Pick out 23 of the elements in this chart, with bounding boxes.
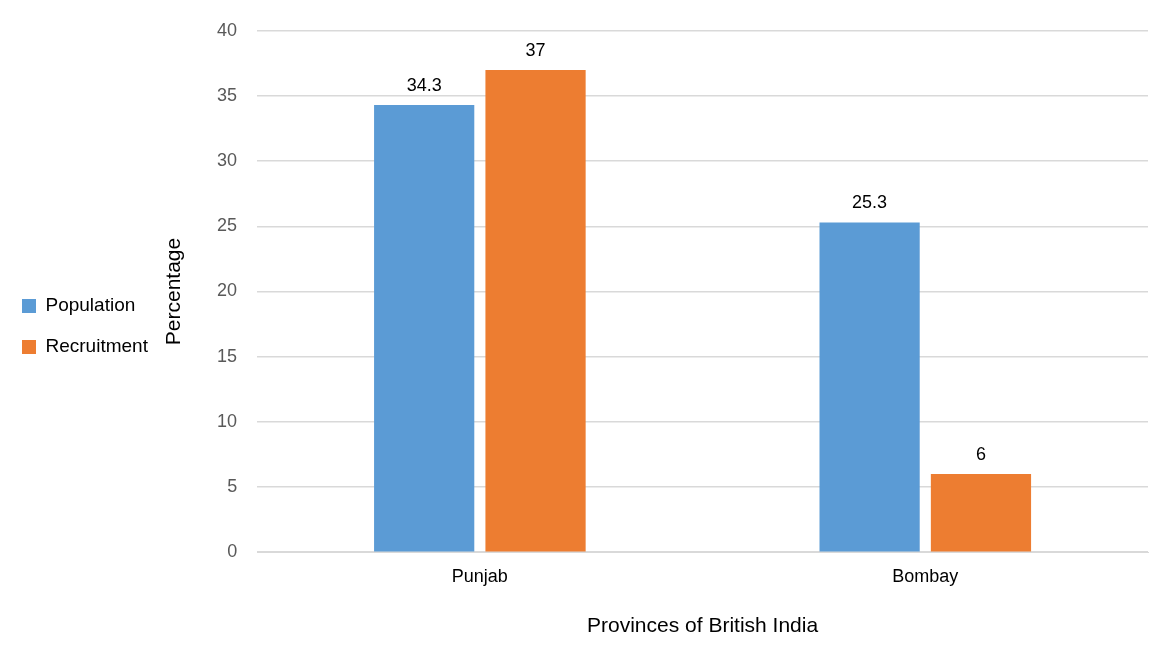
x-tick-label: Punjab [451, 565, 508, 586]
y-tick-label: 30 [217, 150, 238, 171]
bar [819, 222, 920, 552]
y-tick-label: 0 [227, 541, 238, 562]
bar [374, 105, 475, 552]
y-tick-label: 35 [217, 84, 238, 105]
bar [485, 69, 586, 552]
y-tick-label: 25 [217, 215, 238, 236]
data-label: 25.3 [852, 192, 888, 213]
legend-label: Population [45, 294, 136, 316]
data-label: 34.3 [406, 75, 442, 96]
data-label: 37 [525, 39, 546, 60]
y-tick-label: 5 [227, 475, 238, 496]
x-tick-label: Bombay [892, 565, 959, 586]
y-tick-label: 20 [217, 280, 238, 301]
y-tick-label: 15 [217, 345, 238, 366]
legend-label: Recruitment [45, 335, 149, 357]
x-axis-title: Provinces of British India [587, 613, 819, 637]
y-tick-label: 40 [217, 19, 238, 40]
y-tick-label: 10 [217, 410, 238, 431]
bar [930, 473, 1032, 552]
data-label: 6 [975, 443, 986, 464]
y-axis-title: Percentage [161, 237, 185, 346]
